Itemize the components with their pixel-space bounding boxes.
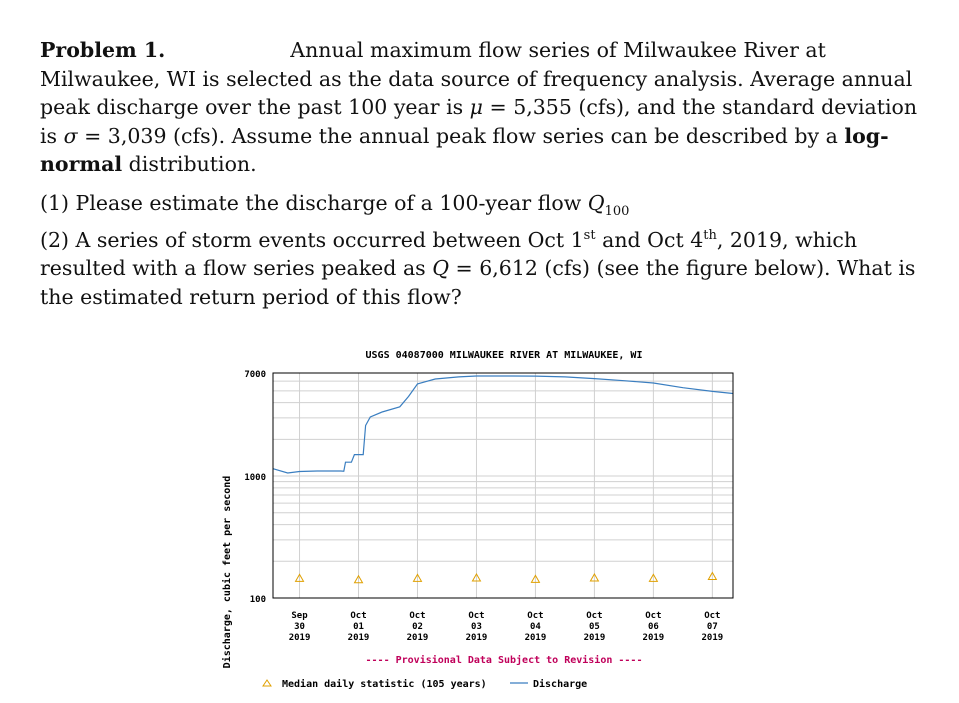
median-marker	[530, 574, 541, 583]
x-tick-label: 03	[471, 622, 482, 632]
sup-st: st	[583, 227, 596, 243]
x-tick-label: 05	[589, 622, 600, 632]
x-tick-label: 2019	[525, 633, 547, 643]
q-subscript: 100	[604, 204, 630, 220]
problem-line1: Annual maximum flow series of Milwaukee …	[290, 38, 826, 62]
median-legend-icon	[262, 679, 272, 687]
x-tick-label: 01	[353, 622, 364, 632]
x-tick-label: 2019	[407, 633, 429, 643]
y-tick-label: 1000	[244, 473, 266, 483]
question-2-text-b: and Oct 4	[595, 227, 704, 252]
sup-th: th	[703, 227, 717, 243]
x-tick-label: 30	[294, 622, 305, 632]
x-tick-label: 02	[412, 622, 423, 632]
sigma-symbol: σ	[63, 123, 78, 148]
grid-lines	[273, 372, 733, 598]
median-marker	[294, 573, 305, 582]
question-1-text: (1) Please estimate the discharge of a 1…	[40, 190, 588, 215]
median-marker	[707, 571, 718, 581]
discharge-legend-label: Discharge	[533, 678, 587, 690]
median-marker	[412, 573, 423, 582]
legend: Median daily statistic (105 years) Disch…	[262, 678, 587, 690]
x-tick-label: Oct	[350, 611, 366, 621]
median-markers	[294, 571, 718, 584]
q-symbol-2: Q	[432, 256, 450, 281]
median-marker	[648, 573, 659, 582]
x-tick-label: Oct	[468, 611, 484, 621]
question-2-text-c: , 2019, which resulted with a flow serie…	[40, 227, 858, 281]
provisional-note: ---- Provisional Data Subject to Revisio…	[366, 654, 643, 666]
median-marker	[353, 574, 364, 584]
x-tick-label: 2019	[289, 633, 311, 643]
q-symbol: Q	[587, 190, 605, 215]
question-2-text-a: (2) A series of storm events occurred be…	[40, 227, 584, 252]
problem-label: Problem 1.	[40, 38, 166, 62]
x-tick-label: 2019	[466, 633, 488, 643]
y-tick-label: 7000	[244, 370, 266, 380]
mu-value: = 5,355 (cfs), and the standard deviatio…	[40, 95, 918, 148]
x-tick-label: Oct	[586, 611, 602, 621]
x-tick-label: 07	[707, 622, 718, 632]
problem-paragraph: Problem 1. Annual maximum flow series of …	[40, 36, 940, 179]
discharge-chart: USGS 04087000 MILWAUKEE RIVER AT MILWAUK…	[221, 350, 734, 690]
sigma-value: = 3,039 (cfs). Assume the annual peak fl…	[77, 123, 845, 148]
question-1: (1) Please estimate the discharge of a 1…	[40, 189, 940, 218]
plot-frame	[272, 372, 734, 599]
x-tick-labels: Sep302019Oct012019Oct022019Oct032019Oct0…	[289, 611, 724, 643]
discharge-line	[272, 375, 734, 474]
y-tick-labels: 7000 1000 100	[244, 370, 266, 605]
x-tick-label: 2019	[584, 633, 606, 643]
x-tick-label: 2019	[702, 633, 724, 643]
problem-text-a: Milwaukee, WI is selected as the data so…	[40, 66, 913, 120]
y-tick-label: 100	[250, 595, 266, 605]
x-tick-label: 04	[530, 622, 541, 632]
median-legend-label: Median daily statistic (105 years)	[282, 678, 487, 690]
question-2: (2) A series of storm events occurred be…	[40, 226, 940, 312]
x-tick-label: 2019	[643, 633, 665, 643]
problem-text: Problem 1. Annual maximum flow series of …	[40, 36, 940, 311]
x-tick-label: Oct	[409, 611, 425, 621]
x-tick-label: Oct	[645, 611, 661, 621]
x-tick-label: 2019	[348, 633, 370, 643]
chart-title: USGS 04087000 MILWAUKEE RIVER AT MILWAUK…	[366, 350, 643, 361]
mu-symbol: μ	[469, 95, 483, 120]
x-tick-label: Oct	[527, 611, 543, 621]
x-tick-label: Oct	[704, 611, 720, 621]
question-2-q-value: = 6,612 (cfs) (see the figure below). Wh…	[40, 256, 916, 309]
y-axis-label: Discharge, cubic feet per second	[221, 476, 233, 669]
problem-ending: distribution.	[122, 152, 257, 177]
x-tick-label: Sep	[291, 611, 308, 621]
lognormal-term: log-normal	[40, 123, 889, 177]
median-marker	[471, 572, 482, 582]
x-tick-label: 06	[648, 622, 659, 632]
median-marker	[589, 572, 600, 582]
